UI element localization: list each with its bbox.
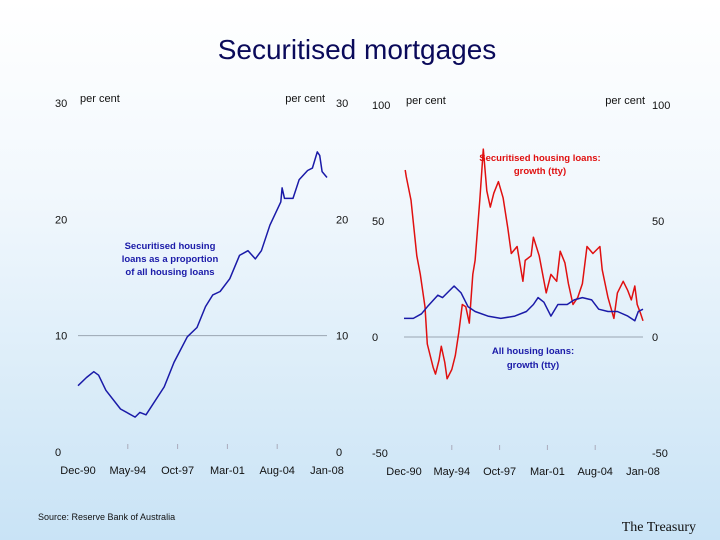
chart-panel-1: 0 0 10 10 20 20 30 30 per cent per cent Dec-90 May-…	[55, 93, 348, 477]
y-tick-right: 20	[336, 214, 348, 226]
chart-panel-2: -50 -50 0 0 50 50 100 100 per cent per cent Dec-90…	[372, 95, 670, 478]
x-tick-label: May-94	[433, 466, 470, 478]
label-line: growth (tty)	[514, 166, 566, 177]
x-tick-label: Mar-01	[210, 465, 245, 477]
x-tick-label: Oct-97	[161, 465, 194, 477]
unit-label-left: per cent	[80, 93, 120, 105]
y-tick-left: 30	[55, 98, 67, 110]
x-tick-label: Dec-90	[60, 465, 95, 477]
unit-label-left: per cent	[406, 95, 446, 107]
x-tick-label: Jan-08	[626, 466, 660, 478]
y-tick-left: 0	[372, 332, 378, 344]
y-tick-left: -50	[372, 448, 388, 460]
y-tick-right: 50	[652, 216, 664, 228]
label-line: Securitised housing loans:	[479, 153, 600, 164]
y-tick-left: 100	[372, 100, 390, 112]
unit-label-right: per cent	[605, 95, 645, 107]
y-tick-right: 0	[652, 332, 658, 344]
x-tick-label: Aug-04	[577, 466, 612, 478]
x-tick-label: May-94	[109, 465, 146, 477]
y-tick-right: -50	[652, 448, 668, 460]
x-tick-label: Mar-01	[530, 466, 565, 478]
unit-label-right: per cent	[285, 93, 325, 105]
x-tick-label: Dec-90	[386, 466, 421, 478]
series-line-red	[404, 148, 644, 380]
y-tick-right: 10	[336, 331, 348, 343]
y-tick-right: 100	[652, 100, 670, 112]
y-tick-left: 0	[55, 447, 61, 459]
series-line-blue	[77, 151, 328, 418]
y-tick-left: 50	[372, 216, 384, 228]
x-tick-label: Jan-08	[310, 465, 344, 477]
series-line-blue	[404, 285, 644, 322]
series-annotation: Securitised housing loans as a proportio…	[121, 241, 219, 278]
series-label-red: Securitised housing loans: growth (tty)	[479, 153, 600, 177]
series-label-blue: All housing loans: growth (tty)	[492, 346, 574, 371]
y-tick-right: 30	[336, 98, 348, 110]
source-note: Source: Reserve Bank of Australia	[38, 512, 176, 522]
y-tick-right: 0	[336, 447, 342, 459]
x-tick-label: Aug-04	[259, 465, 294, 477]
slide-title: Securitised mortgages	[217, 34, 497, 65]
x-tick-label: Oct-97	[483, 466, 516, 478]
y-tick-left: 10	[55, 331, 67, 343]
label-line: All housing loans:	[492, 346, 574, 357]
label-line: growth (tty)	[507, 360, 559, 371]
brand-label: The Treasury	[621, 520, 696, 535]
y-tick-left: 20	[55, 214, 67, 226]
